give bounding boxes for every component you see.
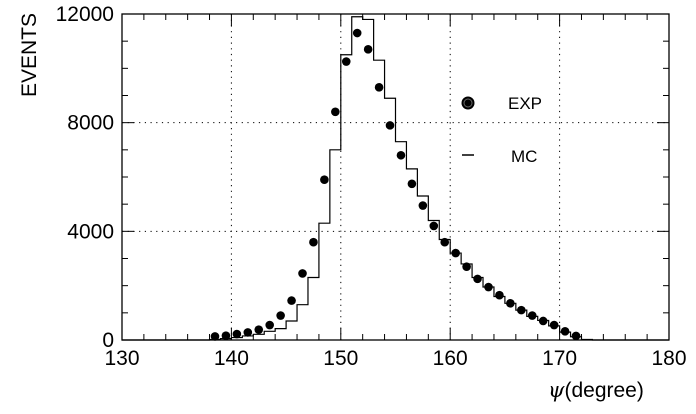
legend-exp-marker — [461, 96, 475, 110]
exp-data-point — [495, 290, 504, 300]
exp-data-point — [210, 332, 220, 341]
exp-data-point — [320, 175, 329, 185]
exp-data-point — [549, 320, 559, 330]
exp-data-point — [473, 274, 482, 284]
exp-data-point — [418, 201, 428, 210]
exp-data-point — [429, 221, 439, 231]
x-tick-label: 130 — [104, 347, 139, 370]
exp-data-point — [517, 305, 526, 315]
exp-data-point — [265, 320, 274, 330]
exp-data-point — [298, 269, 307, 278]
legend-item-mc: MC — [462, 147, 537, 166]
exp-data-point — [560, 327, 570, 336]
legend-mc-label: MC — [511, 147, 537, 166]
exp-data-point — [407, 179, 417, 189]
exp-data-point — [484, 282, 493, 292]
exp-data-point — [243, 328, 253, 337]
y-tick-labels: 0 4000 8000 12000 — [56, 3, 114, 352]
y-tick-label: 8000 — [67, 112, 114, 135]
exp-data-point — [462, 262, 471, 271]
x-axis-unit: (degree) — [564, 379, 643, 402]
exp-data-point — [374, 83, 384, 92]
exp-data-point — [571, 331, 581, 341]
x-tick-label: 170 — [542, 347, 577, 370]
exp-data-point — [287, 296, 296, 305]
y-axis-title: EVENTS — [18, 13, 41, 97]
exp-data-point — [440, 237, 450, 247]
exp-data-point — [527, 311, 537, 320]
exp-data-point — [341, 57, 351, 66]
exp-data-point — [221, 331, 231, 340]
exp-data-point — [254, 325, 264, 334]
exp-data-point — [309, 237, 318, 247]
legend-exp-marker-ring — [463, 98, 473, 108]
x-tick-label: 180 — [651, 347, 686, 370]
y-tick-label: 4000 — [67, 220, 114, 243]
y-tick-label: 12000 — [56, 3, 114, 26]
exp-data-point — [451, 248, 460, 258]
x-tick-label: 150 — [323, 347, 358, 370]
legend-item-exp: EXP — [461, 94, 542, 113]
exp-data-point — [538, 316, 548, 326]
y-tick-label: 0 — [102, 329, 114, 352]
x-axis-title: ψ(degree) — [548, 378, 644, 402]
x-tick-labels: 130 140 150 160 170 180 — [104, 347, 686, 370]
exp-data-point — [363, 45, 373, 54]
exp-data-point — [396, 150, 406, 160]
psi-symbol: ψ — [548, 378, 565, 402]
exp-data-point — [385, 121, 395, 130]
x-tick-label: 140 — [214, 347, 249, 370]
exp-data-point — [331, 107, 340, 117]
exp-data-point — [506, 299, 515, 308]
exp-data-point — [232, 329, 242, 339]
x-tick-label: 160 — [433, 347, 468, 370]
exp-data-point — [276, 311, 285, 320]
legend-exp-label: EXP — [508, 94, 542, 113]
plot-frame — [121, 13, 670, 341]
exp-series — [210, 28, 581, 341]
legend: EXP MC — [461, 94, 542, 166]
exp-data-point — [352, 28, 362, 38]
